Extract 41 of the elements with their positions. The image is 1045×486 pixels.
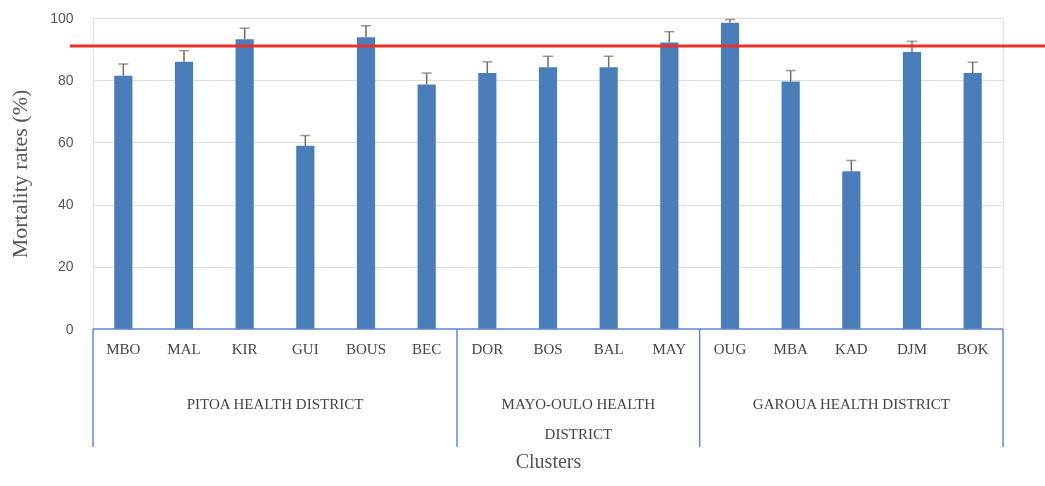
text: PITOA HEALTH DISTRICT — [186, 396, 364, 412]
bar — [660, 42, 679, 329]
x-tick-label: MAL — [167, 340, 201, 357]
x-tick-label: KAD — [835, 340, 868, 357]
bar — [296, 145, 315, 329]
x-tick-label: MAY — [652, 340, 687, 357]
bar — [781, 81, 800, 329]
bar — [174, 61, 194, 329]
x-tick-label: MBO — [106, 340, 141, 357]
x-tick-label: BOUS — [345, 340, 387, 357]
bar — [356, 37, 376, 329]
bar — [114, 75, 133, 329]
x-tick-label: BOS — [533, 340, 563, 357]
x-tick-label: DOR — [471, 340, 504, 357]
x-axis-title: Clusters — [515, 449, 582, 472]
bar — [902, 51, 922, 329]
y-tick-label: 100 — [50, 9, 74, 26]
y-axis-title: Mortality rates (%) — [7, 89, 33, 259]
x-tick-label: GUI — [292, 340, 319, 357]
y-tick-label: 0 — [65, 320, 74, 337]
y-tick-label: 20 — [57, 258, 74, 275]
x-tick-label: BOK — [956, 340, 989, 357]
text: GAROUA HEALTH DISTRICT — [752, 396, 950, 412]
bar — [538, 67, 558, 329]
x-tick-label: DJM — [896, 340, 928, 357]
text: MAYO-OULO HEALTH DISTRICT — [501, 396, 656, 442]
x-tick-label: KIR — [231, 340, 258, 357]
bar — [478, 73, 497, 329]
bar — [235, 39, 254, 329]
x-tick-label: OUG — [713, 340, 747, 357]
x-tick-label: BAL — [593, 340, 624, 357]
bar — [599, 67, 618, 329]
x-tick-label: MBA — [773, 340, 808, 357]
bar — [963, 73, 982, 329]
x-tick-label: BEC — [412, 340, 442, 357]
y-tick-label: 80 — [57, 71, 74, 88]
y-tick-label: 40 — [57, 196, 74, 213]
bar — [720, 22, 740, 329]
bar — [417, 84, 436, 329]
bar — [842, 171, 861, 329]
y-tick-label: 60 — [57, 133, 74, 150]
